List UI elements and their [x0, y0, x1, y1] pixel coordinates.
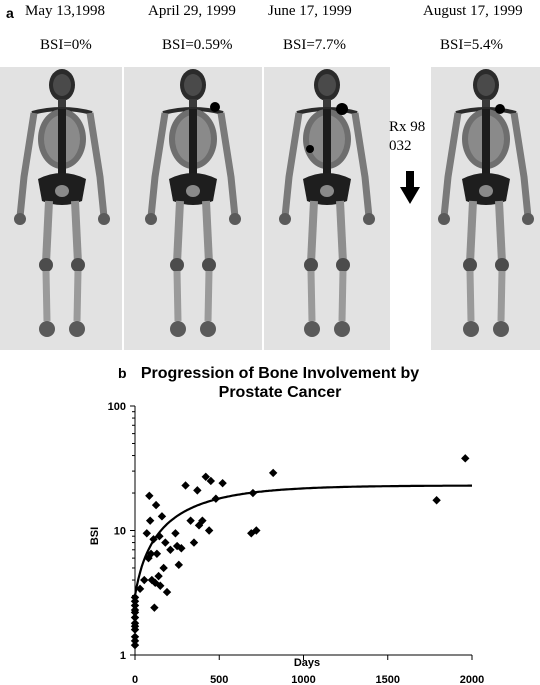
y-tick-label: 1: [120, 650, 126, 662]
data-point: [145, 516, 155, 525]
data-point: [174, 560, 184, 570]
scan-date-2: April 29, 1999: [148, 3, 236, 19]
treatment-label: Rx 98 032: [389, 118, 425, 156]
data-point: [268, 468, 278, 478]
chart-marks: [130, 454, 472, 650]
x-axis-label: Days: [294, 657, 320, 669]
data-point: [181, 481, 190, 490]
data-point: [130, 593, 140, 602]
scan-bsi-2: BSI=0.59%: [162, 37, 233, 53]
x-tick-label: 500: [210, 674, 228, 685]
y-tick-label: 100: [108, 401, 126, 413]
data-point: [194, 521, 204, 530]
data-point: [156, 581, 165, 590]
data-point: [130, 605, 140, 615]
scan-date-1: May 13,1998: [25, 3, 105, 19]
data-point: [206, 476, 216, 486]
data-point: [130, 619, 140, 628]
data-point: [151, 500, 161, 510]
panel-b-label: b: [118, 365, 127, 381]
x-tick-label: 1500: [376, 674, 400, 685]
data-point: [198, 516, 207, 525]
panel-a-label: a: [6, 5, 14, 21]
data-point: [147, 575, 157, 585]
x-tick-label: 0: [132, 674, 138, 685]
data-point: [149, 535, 158, 544]
data-point: [130, 632, 140, 642]
data-point: [152, 549, 162, 558]
treatment-label-line-2: 032: [389, 138, 412, 154]
data-point: [140, 575, 149, 585]
data-point: [189, 538, 199, 547]
data-point: [193, 486, 202, 495]
chart-title-line-2: Prostate Cancer: [218, 384, 342, 401]
data-point: [461, 454, 470, 463]
scan-bsi-4: BSI=5.4%: [440, 37, 504, 53]
data-point: [432, 496, 441, 505]
x-tick-label: 2000: [460, 674, 484, 685]
data-point: [159, 563, 168, 573]
scan-bsi-1: BSI=0%: [40, 37, 92, 53]
data-point: [154, 571, 163, 581]
scan-date-3: June 17, 1999: [268, 3, 352, 19]
scan-date-4: August 17, 1999: [423, 3, 523, 19]
data-point: [130, 640, 140, 650]
data-point: [135, 584, 145, 594]
fit-curve-line: [133, 484, 472, 596]
data-point: [142, 529, 151, 538]
data-point: [151, 578, 160, 588]
y-axis-label: BSI: [89, 527, 101, 545]
data-point: [145, 491, 154, 500]
data-point: [218, 478, 227, 488]
treatment-label-line-1: Rx 98: [389, 119, 426, 135]
down-arrow-icon: [400, 171, 420, 204]
chart-title: Progression of Bone Involvement by Prost…: [130, 364, 430, 402]
data-point: [157, 512, 167, 521]
x-tick-label: 1000: [291, 674, 315, 685]
data-point: [162, 587, 172, 597]
data-point: [204, 526, 214, 535]
data-point: [166, 545, 175, 554]
bone-scan-figures: [0, 67, 540, 350]
data-point: [211, 494, 221, 503]
data-point: [186, 516, 195, 525]
data-point: [172, 541, 182, 551]
data-point: [177, 544, 186, 553]
data-point: [144, 553, 153, 563]
data-point: [130, 613, 140, 622]
data-point: [150, 603, 159, 612]
data-point: [155, 531, 164, 541]
data-point: [161, 538, 170, 547]
data-point: [146, 549, 156, 558]
y-tick-label: 10: [114, 526, 126, 538]
chart-title-line-1: Progression of Bone Involvement by: [140, 365, 420, 382]
data-point: [252, 526, 261, 535]
data-point: [201, 472, 210, 481]
data-point: [171, 529, 180, 538]
data-point: [248, 488, 258, 498]
data-point: [247, 529, 256, 538]
scan-bsi-3: BSI=7.7%: [283, 37, 347, 53]
